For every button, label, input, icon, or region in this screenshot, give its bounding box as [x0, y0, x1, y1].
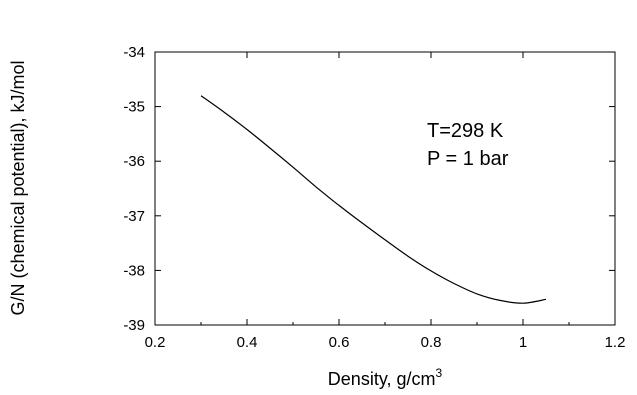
y-tick-label: -34 — [123, 44, 145, 61]
annotation-temperature: T=298 K — [427, 120, 504, 142]
y-axis-label: G/N (chemical potential), kJ/mol — [8, 60, 28, 315]
y-tick-label: -39 — [123, 317, 145, 334]
y-tick-label: -36 — [123, 153, 145, 170]
annotation-pressure: P = 1 bar — [427, 148, 509, 170]
x-tick-label: 1 — [519, 334, 527, 351]
x-axis-ticks: 0.2 0.4 0.6 0.8 1 1.2 — [145, 52, 626, 351]
x-tick-label: 0.8 — [421, 334, 442, 351]
x-axis-label-superscript: 3 — [436, 366, 443, 380]
x-axis-label: Density, g/cm3 — [328, 366, 443, 389]
x-tick-label: 0.2 — [145, 334, 166, 351]
x-tick-label: 0.6 — [329, 334, 350, 351]
series-line — [200, 95, 547, 304]
x-tick-label: 1.2 — [605, 334, 626, 351]
y-axis-ticks: -34 -35 -36 -37 -38 -39 — [123, 44, 615, 334]
x-tick-label: 0.4 — [237, 334, 258, 351]
y-tick-label: -37 — [123, 208, 145, 225]
y-tick-label: -38 — [123, 262, 145, 279]
y-tick-label: -35 — [123, 99, 145, 116]
plot-frame — [154, 51, 616, 326]
